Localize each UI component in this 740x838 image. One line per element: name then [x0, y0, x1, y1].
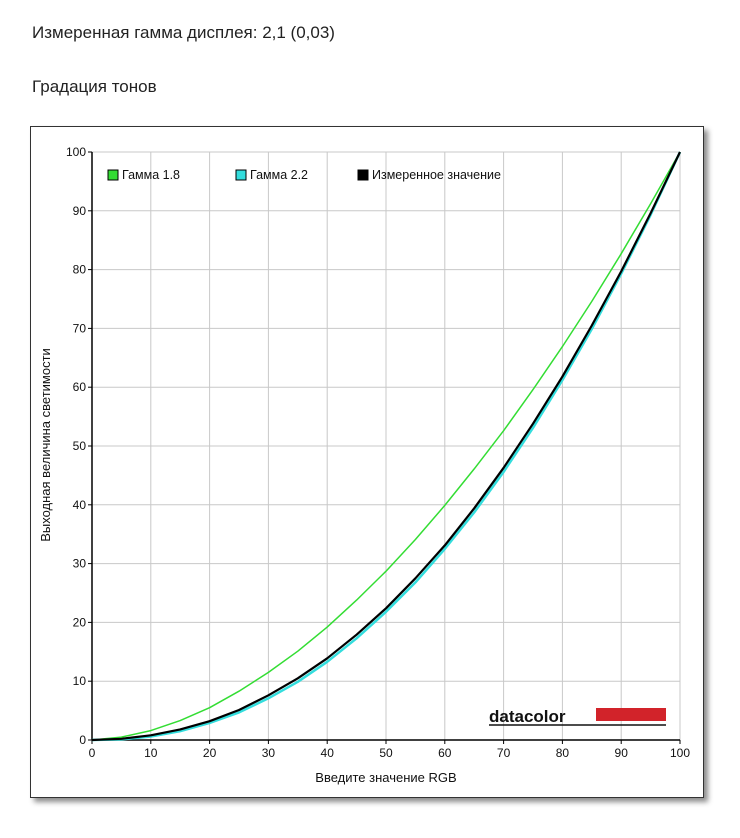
x-tick-label: 100 — [670, 746, 690, 760]
series-line-2 — [91, 151, 682, 742]
measured-gamma-heading: Измеренная гамма дисплея: 2,1 (0,03) — [32, 23, 335, 42]
datacolor-logo-bar — [596, 708, 666, 721]
x-tick-label: 30 — [262, 746, 276, 760]
y-tick-label: 60 — [73, 380, 87, 394]
legend-label-2: Гамма 2.2 — [250, 168, 308, 182]
x-tick-label: 90 — [615, 746, 629, 760]
series-line-1 — [91, 151, 681, 741]
series-line-3 — [91, 151, 681, 742]
datacolor-logo: datacolor — [489, 707, 666, 726]
x-tick-label: 70 — [497, 746, 511, 760]
y-tick-label: 100 — [66, 145, 86, 159]
legend-label-3: Измеренное значение — [372, 168, 501, 182]
legend-label-1: Гамма 1.8 — [122, 168, 180, 182]
y-tick-label: 50 — [73, 439, 87, 453]
y-tick-label: 90 — [73, 204, 87, 218]
chart-legend: Гамма 1.8 Гамма 2.2 Измеренное значение — [107, 168, 501, 182]
x-tick-label: 80 — [556, 746, 570, 760]
y-tick-label: 40 — [73, 498, 87, 512]
y-tick-label: 80 — [73, 263, 87, 277]
datacolor-logo-text: datacolor — [489, 707, 566, 726]
legend-swatch-1 — [107, 169, 119, 181]
x-tick-label: 20 — [203, 746, 217, 760]
y-tick-label: 0 — [79, 733, 86, 747]
x-axis-label: Введите значение RGB — [315, 770, 456, 785]
x-tick-label: 0 — [89, 746, 96, 760]
y-tick-label: 30 — [73, 557, 87, 571]
x-tick-label: 50 — [379, 746, 393, 760]
chart-series — [91, 151, 682, 742]
x-tick-label: 40 — [321, 746, 335, 760]
x-axis-ticks: 0 10 20 30 40 50 60 70 80 90 100 — [89, 740, 690, 760]
y-tick-label: 70 — [73, 321, 87, 335]
legend-swatch-3 — [357, 169, 369, 181]
x-tick-label: 10 — [144, 746, 158, 760]
y-tick-label: 10 — [73, 674, 87, 688]
tone-gradation-heading: Градация тонов — [32, 77, 157, 96]
legend-swatch-2 — [235, 169, 247, 181]
tone-chart-frame: 0 10 20 30 40 50 60 70 80 90 100 0 10 20 30 40 50 60 70 80… — [30, 126, 704, 798]
y-axis-label: Выходная величина светимости — [38, 348, 53, 542]
x-tick-label: 60 — [438, 746, 452, 760]
chart-grid — [91, 151, 681, 741]
y-tick-label: 20 — [73, 615, 87, 629]
tone-chart: 0 10 20 30 40 50 60 70 80 90 100 0 10 20 30 40 50 60 70 80… — [38, 145, 690, 785]
y-axis-ticks: 0 10 20 30 40 50 60 70 80 90 100 — [66, 145, 92, 747]
